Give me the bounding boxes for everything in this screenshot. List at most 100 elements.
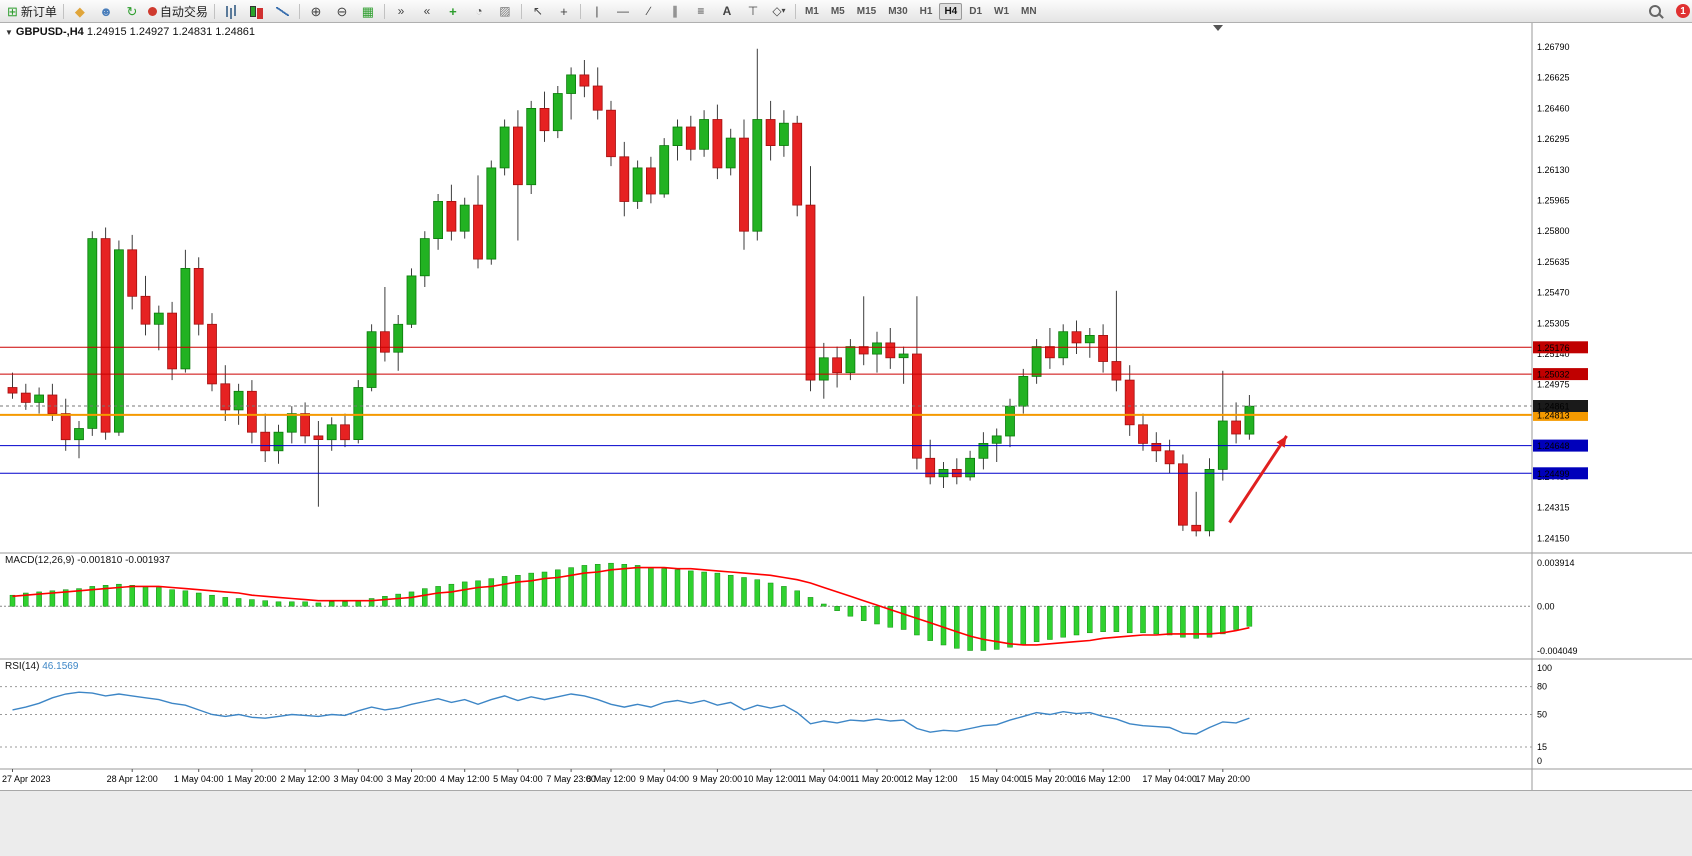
chart-shift-button[interactable]: « (414, 2, 440, 20)
svg-text:8 May 12:00: 8 May 12:00 (586, 774, 636, 784)
zoom-in-button[interactable]: ⊕ (303, 2, 329, 20)
svg-text:0.00: 0.00 (1537, 601, 1555, 611)
timeframe-button-m15[interactable]: M15 (856, 5, 877, 17)
channel-icon: ∥ (671, 4, 678, 18)
horizontal-level-lines[interactable] (0, 346, 1532, 474)
svg-text:1.24813: 1.24813 (1537, 410, 1570, 420)
timeframe-button-mn[interactable]: MN (1021, 5, 1037, 17)
periods-icon: ◔ (475, 4, 483, 18)
timeframe-button-m1[interactable]: M1 (804, 5, 819, 17)
label-tool-icon: ⊤ (747, 4, 759, 18)
svg-text:0: 0 (1537, 756, 1542, 766)
annotation-arrow[interactable] (1228, 435, 1288, 524)
svg-text:17 May 04:00: 17 May 04:00 (1142, 774, 1197, 784)
new-order-icon: ⊞ (7, 3, 18, 19)
tile-windows-icon: ▦ (361, 3, 375, 19)
timeframe-button-d1[interactable]: D1 (969, 5, 983, 17)
svg-text:1 May 04:00: 1 May 04:00 (174, 774, 224, 784)
cursor-button[interactable]: ↖ (525, 2, 551, 20)
text-tool-button[interactable]: A (714, 2, 740, 20)
auto-scroll-icon: » (397, 4, 405, 18)
templates-icon: ▨ (499, 4, 511, 18)
timeframe-toolbar: M1 M5 M15 M30 H1 H4 D1 W1 MN (799, 2, 1043, 20)
rsi-panel: 100 80 50 15 0 (0, 663, 1552, 766)
svg-text:1.26460: 1.26460 (1537, 103, 1570, 113)
crosshair-button[interactable]: + (551, 2, 577, 20)
auto-trading-button[interactable]: 自动交易 (145, 2, 211, 20)
periods-button[interactable]: ◔ (466, 2, 492, 20)
price-badges: 1.25176 1.25032 1.24813 1.24648 1.24499 1.248… (1533, 341, 1588, 480)
svg-text:3 May 20:00: 3 May 20:00 (387, 774, 437, 784)
toolbar-right-tools: 1 (1642, 2, 1692, 20)
macd-indicator-label: MACD(12,26,9) -0.001810 -0.001937 (5, 555, 170, 566)
time-axis[interactable]: 27 Apr 2023 28 Apr 12:00 1 May 04:00 1 May … (2, 769, 1250, 784)
svg-text:1.26790: 1.26790 (1537, 42, 1570, 52)
svg-text:1.24150: 1.24150 (1537, 533, 1570, 543)
macd-signal-value: -0.001937 (125, 555, 171, 566)
macd-label: MACD(12,26,9) (5, 555, 75, 566)
svg-text:11 May 20:00: 11 May 20:00 (850, 774, 904, 784)
vertical-line-button[interactable]: | (584, 2, 610, 20)
candlestick-chart-icon (250, 5, 257, 17)
timeframe-button-h4[interactable]: H4 (939, 2, 963, 20)
price-chart-canvas[interactable]: 1.26790 1.26625 1.26460 1.26295 1.26130 1.259… (0, 22, 1692, 790)
svg-text:80: 80 (1537, 682, 1547, 692)
refresh-button[interactable]: ↻ (119, 2, 145, 20)
main-toolbar: ⊞ 新订单 ◆ ☻ ↻ 自动交易 ⊕ ⊖ ▦ » « + ◔ ▨ ↖ + | — … (0, 0, 1692, 23)
svg-text:1.25032: 1.25032 (1537, 370, 1570, 380)
chart-symbol-period: GBPUSD-,H4 (15, 26, 84, 38)
svg-text:2 May 12:00: 2 May 12:00 (280, 774, 330, 784)
svg-text:27 Apr 2023: 27 Apr 2023 (2, 774, 51, 784)
svg-text:1.25635: 1.25635 (1537, 257, 1570, 267)
shapes-button[interactable]: ◇ ▾ (766, 2, 792, 20)
horizontal-line-button[interactable]: — (610, 2, 636, 20)
profile-button[interactable]: ☻ (93, 2, 119, 20)
zoom-out-button[interactable]: ⊖ (329, 2, 355, 20)
svg-text:1.24315: 1.24315 (1537, 503, 1570, 513)
svg-text:15: 15 (1537, 742, 1547, 752)
svg-text:1.25800: 1.25800 (1537, 226, 1570, 236)
channel-button[interactable]: ∥ (662, 2, 688, 20)
svg-text:12 May 12:00: 12 May 12:00 (903, 774, 958, 784)
toolbar-separator (579, 3, 581, 19)
toolbar-separator (298, 3, 300, 19)
macd-value: -0.001810 (77, 555, 123, 566)
refresh-icon: ↻ (126, 3, 138, 19)
timeframe-button-h1[interactable]: H1 (919, 5, 933, 17)
svg-text:1.26295: 1.26295 (1537, 134, 1570, 144)
label-tool-button[interactable]: ⊤ (740, 2, 766, 20)
new-order-label: 新订单 (20, 4, 57, 19)
svg-text:1.25140: 1.25140 (1537, 349, 1570, 359)
timeframe-button-m30[interactable]: M30 (888, 5, 908, 17)
one-click-trading-toggle[interactable]: ▼ (5, 27, 13, 37)
svg-text:1.26625: 1.26625 (1537, 73, 1570, 83)
indicators-button[interactable]: + (440, 2, 466, 20)
rsi-value: 46.1569 (42, 661, 79, 672)
macd-panel: 0.003914 0.00 -0.004049 (0, 558, 1578, 656)
timeframe-button-w1[interactable]: W1 (994, 5, 1010, 17)
tile-windows-button[interactable]: ▦ (355, 2, 381, 20)
trendline-button[interactable]: ∕ (636, 2, 662, 20)
svg-text:16 May 12:00: 16 May 12:00 (1076, 774, 1131, 784)
toolbar-separator (383, 3, 385, 19)
templates-button[interactable]: ▨ (492, 2, 518, 20)
panel-dividers (0, 22, 1692, 790)
svg-text:15 May 20:00: 15 May 20:00 (1023, 774, 1078, 784)
chart-window[interactable]: 1.26790 1.26625 1.26460 1.26295 1.26130 1.259… (0, 22, 1692, 790)
candlestick-chart-button[interactable] (244, 2, 270, 20)
auto-scroll-button[interactable]: » (388, 2, 414, 20)
line-chart-button[interactable] (270, 2, 296, 20)
svg-text:50: 50 (1537, 710, 1547, 720)
wizard-button[interactable]: ◆ (67, 2, 93, 20)
bar-chart-button[interactable] (218, 2, 244, 20)
svg-text:1 May 20:00: 1 May 20:00 (227, 774, 277, 784)
chart-ohlc-readout: 1.24915 1.24927 1.24831 1.24861 (86, 26, 256, 38)
notification-badge[interactable]: 1 (1676, 4, 1690, 18)
bar-chart-icon (225, 5, 228, 17)
fibonacci-button[interactable]: ≡ (688, 2, 714, 20)
search-button[interactable] (1642, 2, 1668, 20)
new-order-button[interactable]: ⊞ 新订单 (4, 2, 60, 20)
timeframe-button-m5[interactable]: M5 (830, 5, 845, 17)
svg-text:1.24648: 1.24648 (1537, 441, 1570, 451)
chart-shift-marker[interactable] (1213, 25, 1223, 31)
